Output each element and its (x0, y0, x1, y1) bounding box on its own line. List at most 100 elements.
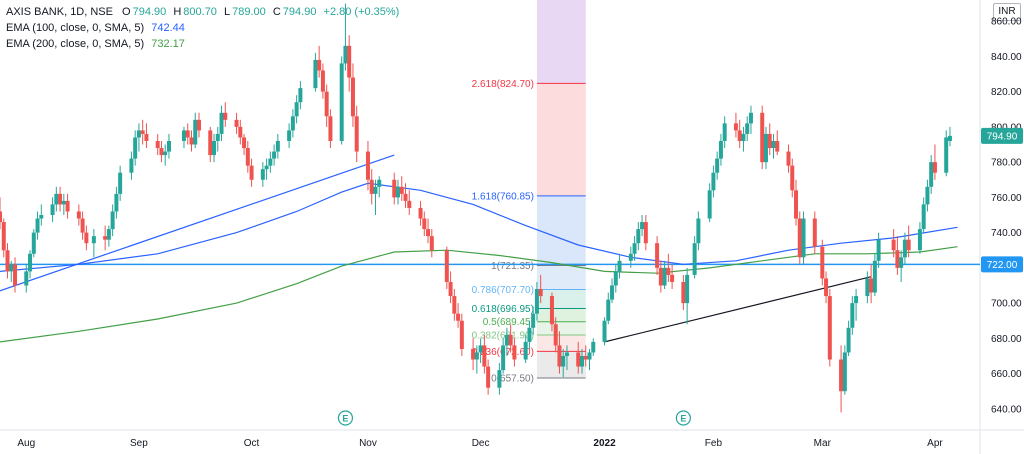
candle (876, 232, 881, 268)
candle-body (527, 327, 532, 342)
candle-body (166, 140, 171, 152)
candle (681, 274, 686, 311)
candle-body (219, 112, 224, 134)
earnings-marker-label: E (342, 414, 348, 424)
price-tick-label: 780.00 (991, 158, 1022, 169)
candle-body (399, 186, 404, 194)
candle (365, 140, 370, 191)
candle (298, 81, 303, 110)
candle (354, 105, 359, 163)
candle-body (106, 229, 111, 240)
candle (215, 126, 220, 152)
candle (294, 95, 299, 124)
candle (13, 257, 18, 293)
candle-body (5, 250, 10, 272)
plot-area (0, 0, 980, 430)
candle-body (136, 130, 141, 138)
candle-body (842, 352, 847, 392)
candle-body (1, 222, 6, 251)
candle-body (741, 133, 746, 141)
candle (790, 158, 795, 198)
candle (91, 229, 96, 258)
candle (459, 313, 464, 356)
candle (850, 296, 855, 335)
candle (275, 133, 280, 159)
candle-body (850, 303, 855, 328)
candle (583, 345, 588, 367)
candle-body (658, 267, 663, 286)
earnings-marker-label: E (680, 414, 686, 424)
fib-level-label: 0(657.50) (491, 374, 534, 385)
candle-body (854, 296, 859, 304)
candle-body (722, 123, 727, 141)
ema100-label[interactable]: EMA (100, close, 0, SMA, 5) (6, 22, 145, 34)
candle (613, 264, 618, 293)
candle-body (632, 243, 637, 254)
candle-body (610, 285, 615, 300)
candle-body (771, 140, 776, 149)
candle (733, 112, 738, 138)
candle-body (61, 200, 66, 205)
candle (396, 179, 401, 205)
candle (181, 126, 186, 149)
candle (670, 264, 675, 290)
candle-body (396, 186, 401, 198)
candle (84, 225, 89, 251)
candle-body (636, 229, 641, 244)
candle-body (482, 345, 487, 367)
candle (527, 320, 532, 349)
ema200-label[interactable]: EMA (200, close, 0, SMA, 5) (6, 38, 145, 50)
candle-body (140, 130, 145, 134)
candle-body (846, 327, 851, 353)
candle (140, 119, 145, 145)
candle-body (103, 236, 108, 240)
candle (707, 183, 712, 223)
candle (718, 133, 723, 166)
candle-body (54, 193, 59, 205)
candle-body (497, 370, 502, 388)
candle-body (181, 130, 186, 141)
fib-zone (536, 335, 586, 352)
candle-body (294, 102, 299, 117)
candle (39, 204, 44, 226)
candle (610, 278, 615, 304)
low-value: 789.00 (232, 6, 266, 18)
candle (797, 211, 802, 265)
candle (576, 341, 581, 374)
fib-zone (536, 195, 586, 266)
candle-body (317, 59, 322, 71)
currency-button[interactable]: INR (993, 3, 1021, 21)
candle-body (501, 345, 506, 371)
candle (591, 338, 596, 356)
candle (640, 215, 645, 237)
candle-body (118, 172, 123, 194)
candle (549, 292, 554, 332)
time-tick-label: 2022 (593, 438, 616, 449)
candle-body (839, 359, 844, 392)
candle-body (869, 278, 874, 293)
candle-body (643, 222, 648, 244)
candle-body (718, 140, 723, 159)
candle-body (899, 257, 904, 268)
candle (531, 306, 536, 335)
candle (771, 133, 776, 159)
candle-body (902, 239, 907, 258)
candle (666, 253, 671, 282)
candle-body (197, 119, 202, 131)
candle-body (422, 218, 427, 230)
candle (842, 345, 847, 395)
candle (339, 56, 344, 145)
candle (722, 116, 727, 149)
candle (763, 126, 768, 170)
fib-level-label: 0.786(707.70) (472, 285, 534, 296)
symbol-name[interactable]: AXIS BANK, 1D, NSE (6, 6, 113, 18)
candle (947, 126, 952, 147)
candle-body (452, 296, 457, 314)
candle-body (666, 267, 671, 275)
candle (249, 158, 254, 187)
candle-body (245, 148, 250, 166)
candle (715, 151, 720, 180)
candle (159, 140, 164, 163)
candle-body (84, 232, 89, 244)
